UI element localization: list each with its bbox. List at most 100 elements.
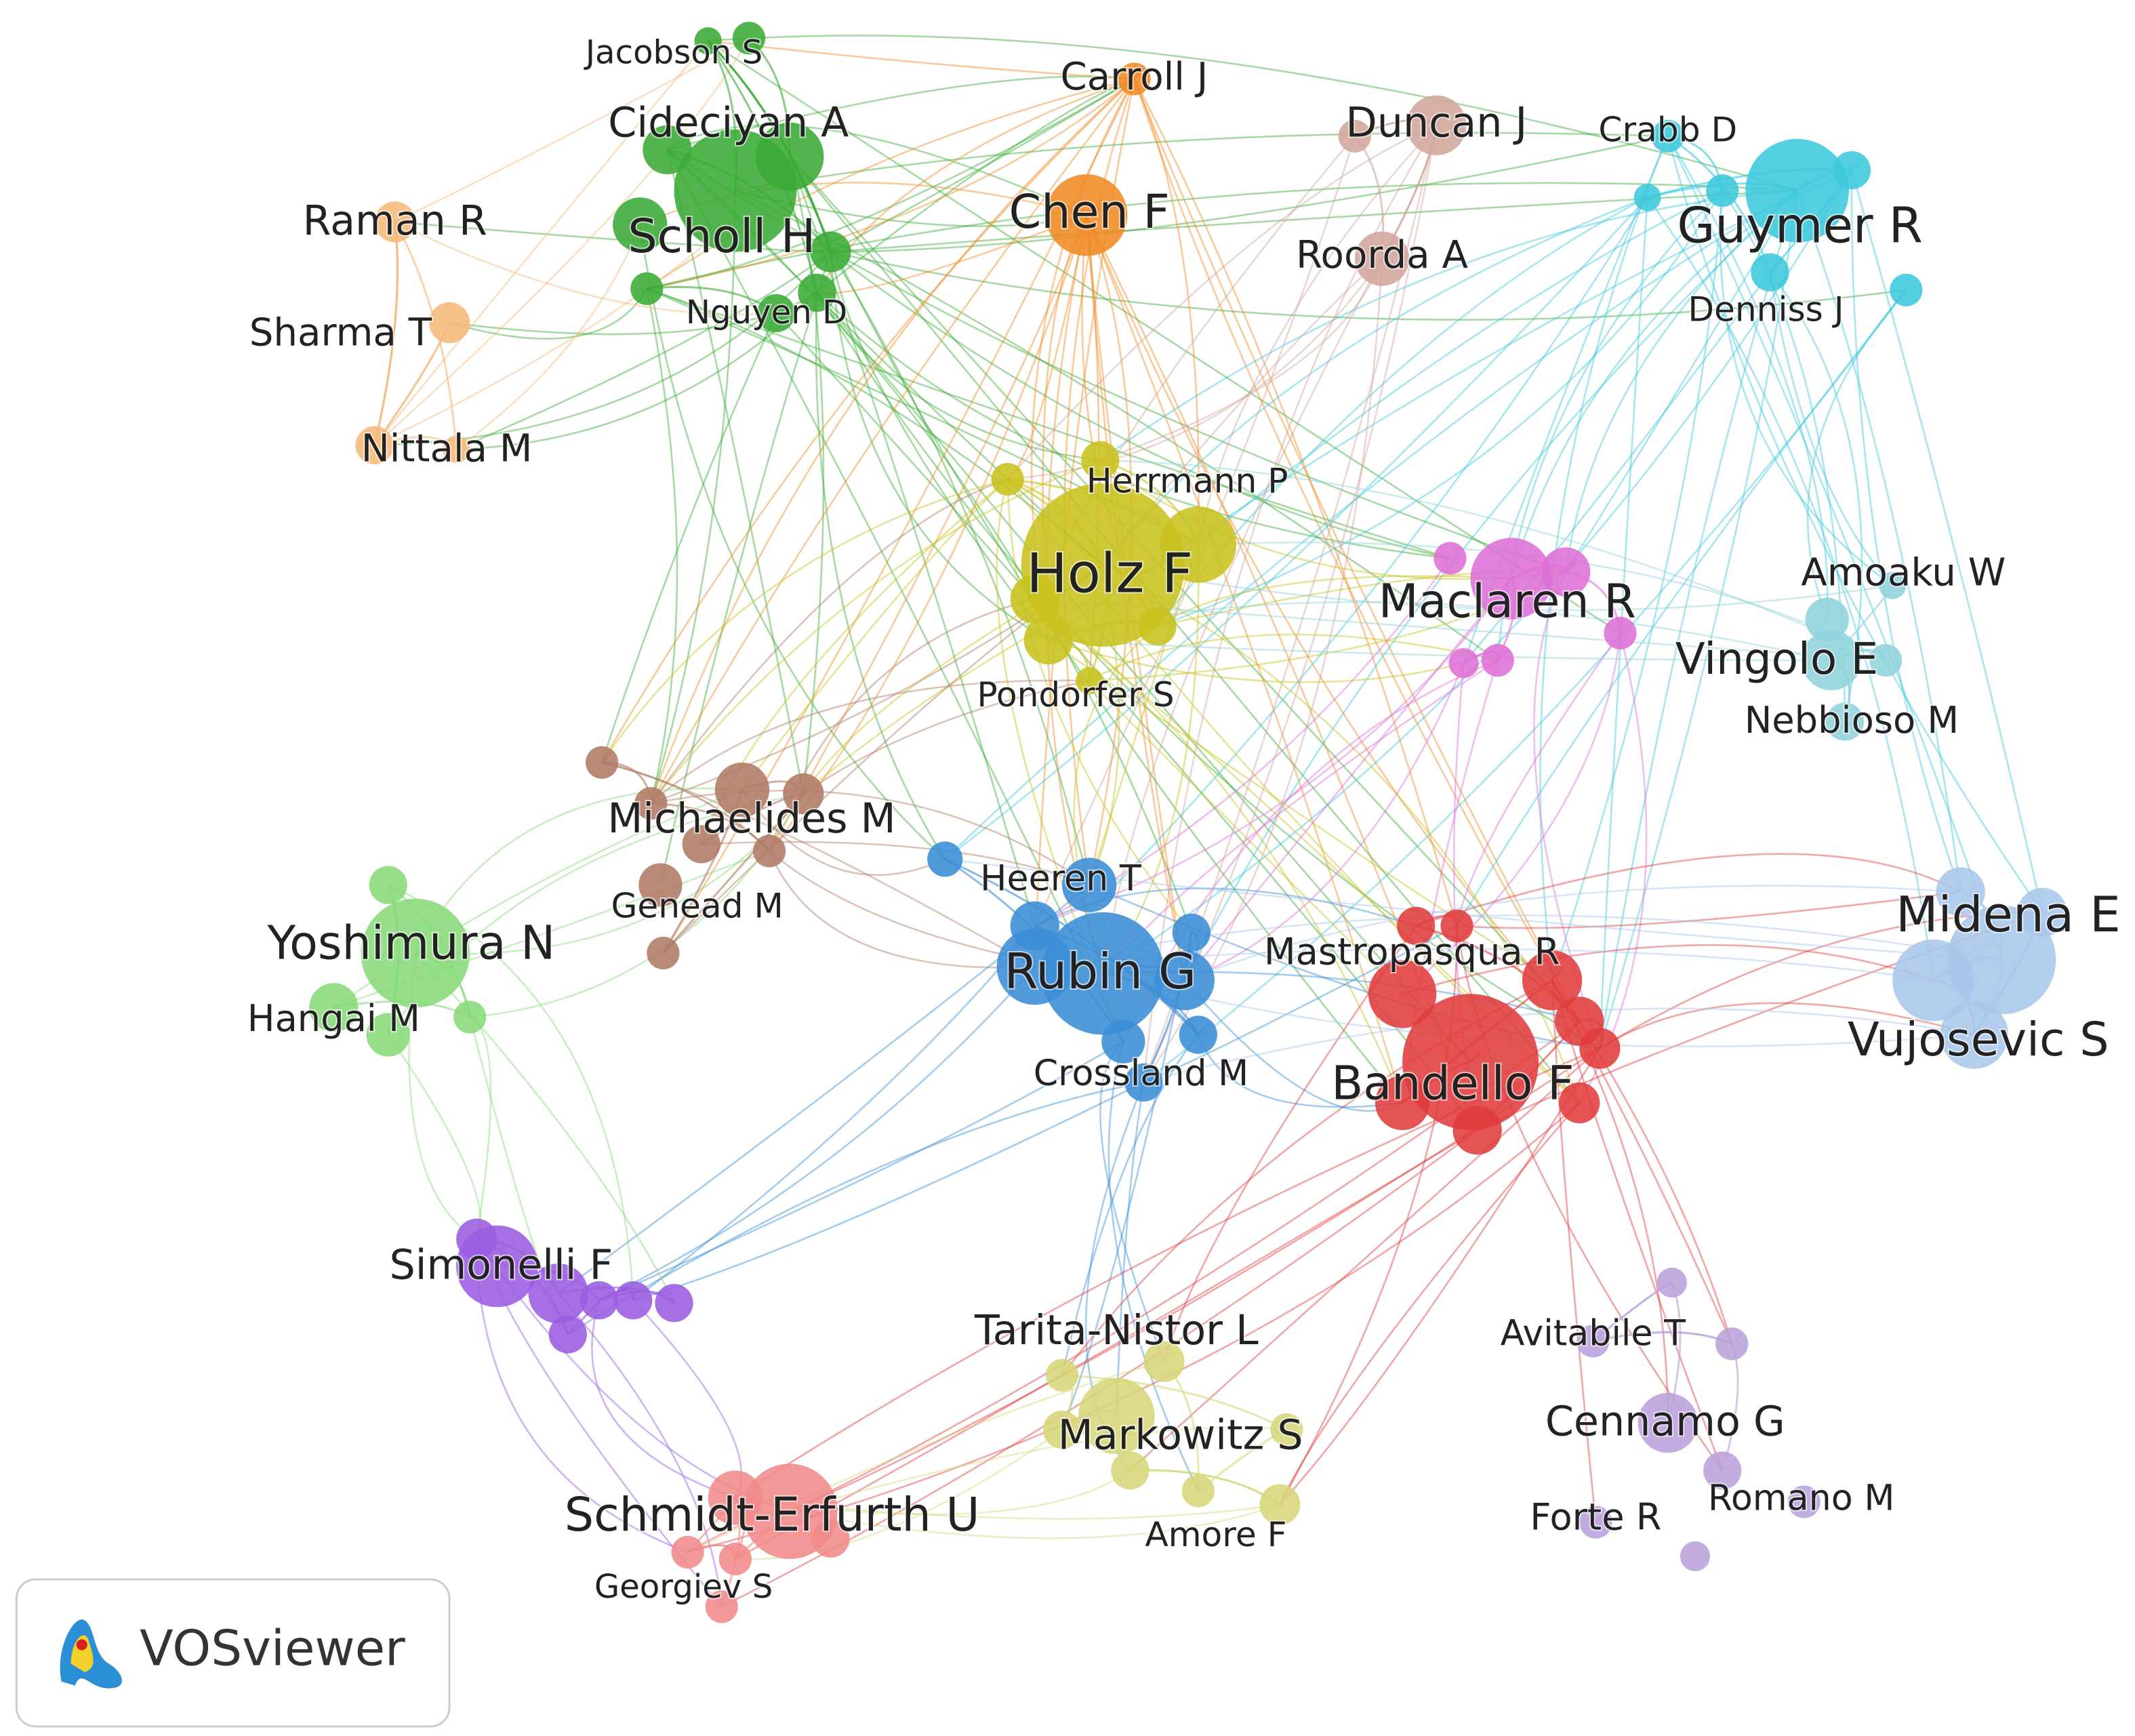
edge <box>788 156 825 794</box>
node <box>1045 174 1128 256</box>
node <box>694 27 722 55</box>
node <box>1406 95 1467 155</box>
node <box>585 746 619 779</box>
edge <box>1599 1002 1975 1049</box>
edge <box>1034 914 2002 968</box>
node-label: Nebbioso M <box>1745 699 1959 742</box>
node <box>732 22 766 55</box>
node <box>1579 1506 1612 1539</box>
edge <box>1184 662 1465 982</box>
edge <box>557 1293 723 1607</box>
node <box>1111 1451 1150 1490</box>
edge <box>768 850 1035 969</box>
node <box>1890 273 1923 306</box>
edge <box>1133 79 1581 1022</box>
node <box>1181 1474 1215 1508</box>
node <box>991 462 1024 496</box>
edge <box>1034 598 1404 1104</box>
node-label: Vingolo E <box>1675 634 1878 685</box>
node <box>1448 648 1479 679</box>
node-label: Holz F <box>1026 542 1193 605</box>
edge <box>768 214 1088 852</box>
edge <box>1551 980 1724 1471</box>
node <box>655 1284 693 1323</box>
node-label: Michaelides M <box>607 795 895 843</box>
node <box>1638 1392 1698 1453</box>
edge <box>1510 190 1798 580</box>
node-label: Avitabile T <box>1501 1313 1686 1354</box>
edge <box>1457 891 1961 929</box>
edge <box>802 680 1090 795</box>
node-label: Hangai M <box>247 997 420 1040</box>
node-label: Bandello F <box>1331 1057 1574 1110</box>
node <box>1154 950 1215 1011</box>
edge <box>944 190 1798 860</box>
node-label: Jacobson S <box>584 33 762 71</box>
node-label: Cideciyan A <box>608 99 849 146</box>
edge <box>1163 925 1417 1362</box>
edge <box>632 925 1036 1301</box>
edge <box>598 1041 1124 1301</box>
node-label: Georgiev S <box>594 1568 773 1606</box>
node <box>634 786 668 820</box>
edge <box>667 75 1135 151</box>
edge <box>830 78 1135 253</box>
node <box>453 1001 487 1034</box>
node-label: Vujosevic S <box>1848 1013 2109 1067</box>
node <box>714 762 770 817</box>
node <box>1042 1410 1082 1449</box>
edge <box>830 135 1669 253</box>
edge <box>816 78 1135 294</box>
edge <box>1156 575 1511 628</box>
edge <box>1107 1041 1200 1492</box>
node <box>671 1535 704 1569</box>
edge <box>1061 1034 1199 1376</box>
edge <box>1646 197 1934 981</box>
node <box>366 1013 410 1057</box>
edge <box>1565 190 1798 573</box>
node-label: Denniss J <box>1688 289 1844 329</box>
node <box>580 1281 619 1320</box>
node <box>528 1264 588 1324</box>
node-label: Romano M <box>1708 1478 1894 1519</box>
edge <box>646 287 1104 566</box>
edge <box>1102 197 1648 566</box>
edge <box>387 1034 482 1240</box>
node <box>1879 571 1907 599</box>
edge <box>1197 124 1438 545</box>
node <box>1076 667 1103 695</box>
edge <box>1599 190 1798 1049</box>
node <box>927 841 963 877</box>
node <box>1078 1377 1155 1455</box>
node <box>1270 1413 1303 1447</box>
edge <box>944 197 1648 860</box>
edge <box>1133 78 1458 927</box>
node-label: Tarita-Nistor L <box>974 1307 1259 1354</box>
edge <box>1143 925 1458 1084</box>
node <box>1555 996 1604 1046</box>
node-label: Pondorfer S <box>977 674 1174 714</box>
edge <box>646 78 1135 289</box>
edge <box>449 288 648 340</box>
edge <box>373 222 399 446</box>
node <box>1869 644 1903 677</box>
edge <box>1048 639 1831 662</box>
edge <box>1402 944 1934 995</box>
edge <box>1048 639 1553 982</box>
node <box>1440 909 1473 942</box>
edge <box>1061 932 1193 1430</box>
nodes <box>309 22 2067 1623</box>
node <box>1940 1001 2008 1069</box>
node-label: Guymer R <box>1677 197 1922 254</box>
edge <box>1197 1034 1403 1108</box>
edge <box>601 78 1135 763</box>
edge <box>1085 214 1581 1022</box>
edge <box>601 478 1008 763</box>
edge <box>815 292 946 860</box>
node <box>1805 597 1849 642</box>
logo: VOSviewer <box>15 1578 451 1728</box>
node <box>1522 950 1583 1011</box>
node <box>643 125 692 175</box>
node-label: Sharma T <box>249 311 432 355</box>
edge <box>741 479 1009 790</box>
